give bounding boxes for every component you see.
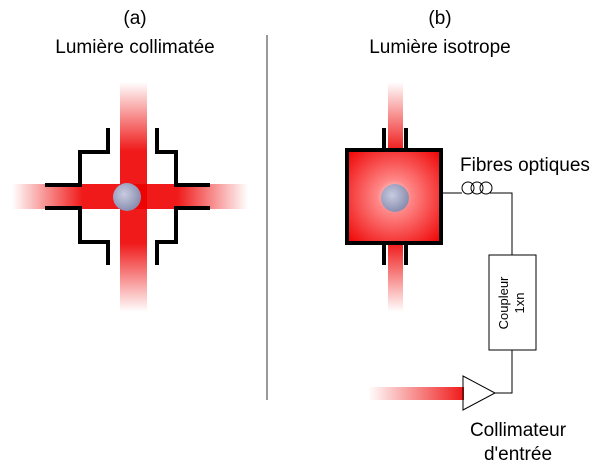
panel-label: (a) bbox=[123, 8, 146, 29]
sample-sphere bbox=[113, 183, 141, 211]
fiber bbox=[441, 181, 513, 394]
fibers-label: Fibres optiques bbox=[460, 155, 590, 176]
sample-sphere bbox=[381, 184, 409, 212]
panel-label: (b) bbox=[428, 8, 451, 29]
panel-title: Lumière collimatée bbox=[55, 37, 214, 58]
cell-walls bbox=[345, 128, 443, 265]
panel-title: Lumière isotrope bbox=[369, 37, 511, 58]
coupler bbox=[488, 254, 537, 351]
input-beam bbox=[368, 387, 464, 400]
coupler-ratio: 1xn bbox=[512, 293, 527, 314]
cell-walls bbox=[45, 128, 210, 265]
collimator-label: d'entrée bbox=[484, 444, 552, 465]
coupler-name: Coupleur bbox=[496, 276, 511, 329]
collimator bbox=[462, 375, 497, 411]
collimator-label: Collimateur bbox=[470, 420, 567, 441]
